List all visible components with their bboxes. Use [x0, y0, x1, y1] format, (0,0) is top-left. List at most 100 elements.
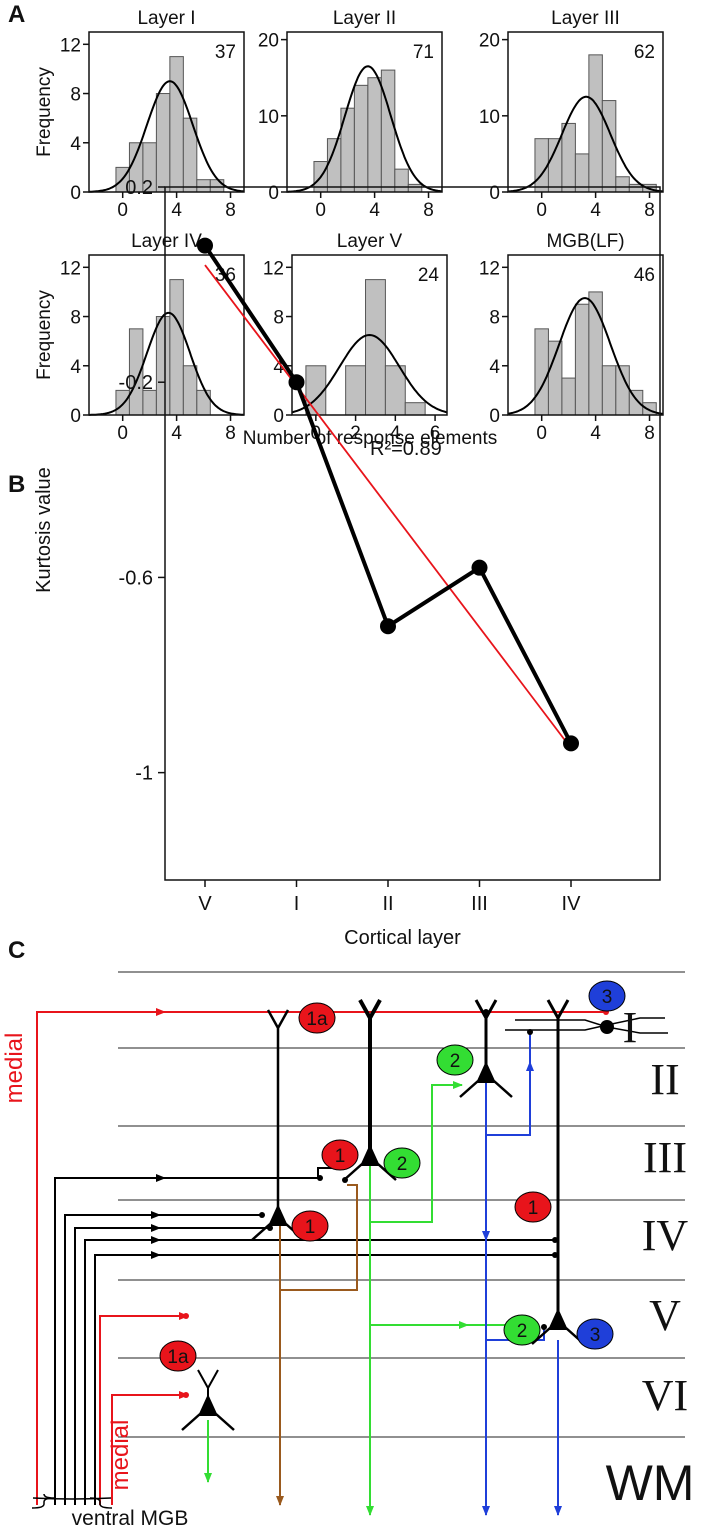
axis-frame [507, 31, 664, 193]
badge-label: 1a [306, 1009, 328, 1030]
annotation: 62 [634, 42, 655, 63]
fit-curve [507, 95, 664, 193]
y-tick-label: 20 [258, 31, 279, 52]
x-tick-label: 4 [171, 200, 182, 221]
bar [196, 179, 211, 193]
y-tick-label: 4 [70, 357, 81, 378]
badge-label: 2 [517, 1321, 528, 1342]
x-tick-label: 4 [590, 423, 601, 444]
neuron-soma [476, 1061, 496, 1083]
layer-label: I [623, 1003, 638, 1052]
layer-label: V [649, 1291, 681, 1340]
neuron-soma [268, 1204, 288, 1226]
bar [169, 56, 184, 193]
badge [576, 1318, 614, 1350]
panel-label: A [8, 1, 25, 28]
bar [365, 279, 386, 416]
badge [159, 1340, 197, 1372]
axis-frame [291, 254, 448, 416]
y-tick-label: 4 [70, 134, 81, 155]
bar [534, 328, 549, 416]
medial-label: medial [107, 1420, 134, 1491]
bar [209, 179, 225, 193]
chart-title: Layer III [551, 8, 620, 29]
x-tick-label: II [382, 893, 393, 915]
x-tick-label: 2 [350, 423, 361, 444]
data-line [203, 244, 573, 745]
badge [514, 1191, 552, 1223]
neuron-soma [548, 1308, 568, 1330]
data-point [197, 237, 213, 254]
y-tick-label: 4 [489, 357, 500, 378]
bar [601, 100, 617, 193]
data-point [380, 618, 396, 635]
y-tick-label: -0.6 [119, 567, 153, 589]
x-tick-label: III [471, 893, 488, 915]
neuron-soma [360, 1144, 380, 1166]
layer-label: WM [606, 1455, 695, 1511]
y-tick-label: 0 [268, 183, 279, 204]
y-tick-label: 0 [70, 406, 81, 427]
layer-label: III [643, 1133, 687, 1182]
bar [601, 365, 617, 416]
x-tick-label: 0 [117, 200, 128, 221]
y-tick-label: 8 [70, 85, 81, 106]
neuron [546, 999, 570, 1322]
x-tick-label: V [198, 893, 212, 915]
x-tick-label: 0 [536, 200, 547, 221]
x-tick-label: 8 [225, 200, 236, 221]
y-tick-label: 10 [479, 107, 500, 128]
layer-label: II [650, 1055, 679, 1104]
x-tick-label: 8 [225, 423, 236, 444]
neuron [181, 1413, 235, 1431]
bar [588, 291, 603, 416]
x-tick-label: 4 [369, 200, 380, 221]
badge-label: 1 [528, 1198, 539, 1219]
fit-curve [291, 333, 448, 414]
chart-title: Layer IV [131, 231, 202, 252]
bar [574, 303, 590, 416]
neuron [266, 1009, 290, 1218]
x-axis-label: Number of response elements [243, 428, 498, 449]
y-tick-label: 12 [60, 258, 81, 279]
badge [503, 1314, 541, 1346]
x-tick-label: 4 [390, 423, 401, 444]
layer-label: IV [642, 1211, 689, 1260]
y-tick-label: 0 [273, 406, 284, 427]
fit-curve [89, 311, 245, 416]
x-axis-label: Cortical layer [344, 927, 461, 949]
bar [155, 93, 171, 193]
y-tick-label: -1 [135, 763, 153, 785]
chart-title: Layer I [137, 8, 195, 29]
x-tick-label: 0 [117, 423, 128, 444]
layer-label: VI [642, 1371, 688, 1420]
fit-curve [507, 297, 664, 415]
neuron [358, 999, 382, 1158]
badge [291, 1210, 329, 1242]
fit-curve [88, 80, 245, 193]
bar [561, 122, 576, 193]
badge [436, 1044, 474, 1076]
data-point [471, 559, 488, 576]
badge-label: 1a [167, 1347, 189, 1368]
badge-label: 1 [305, 1217, 316, 1238]
x-tick-label: 4 [171, 423, 182, 444]
bar [394, 168, 409, 193]
neuron-soma [198, 1394, 218, 1416]
bar [561, 377, 576, 416]
source-label: ventral MGB [72, 1507, 189, 1530]
bar [169, 279, 184, 416]
y-axis-label: Frequency [34, 67, 55, 157]
panel-label: C [8, 937, 25, 964]
y-tick-label: 0 [489, 183, 500, 204]
y-axis-label: Kurtosis value [33, 467, 55, 593]
badge [383, 1147, 421, 1179]
circuit-diagram [31, 971, 685, 1516]
bar [588, 54, 603, 193]
y-tick-label: 10 [258, 107, 279, 128]
bar [380, 69, 396, 193]
annotation: 24 [418, 265, 440, 286]
bar [615, 176, 630, 193]
badge-label: 1 [335, 1146, 346, 1167]
